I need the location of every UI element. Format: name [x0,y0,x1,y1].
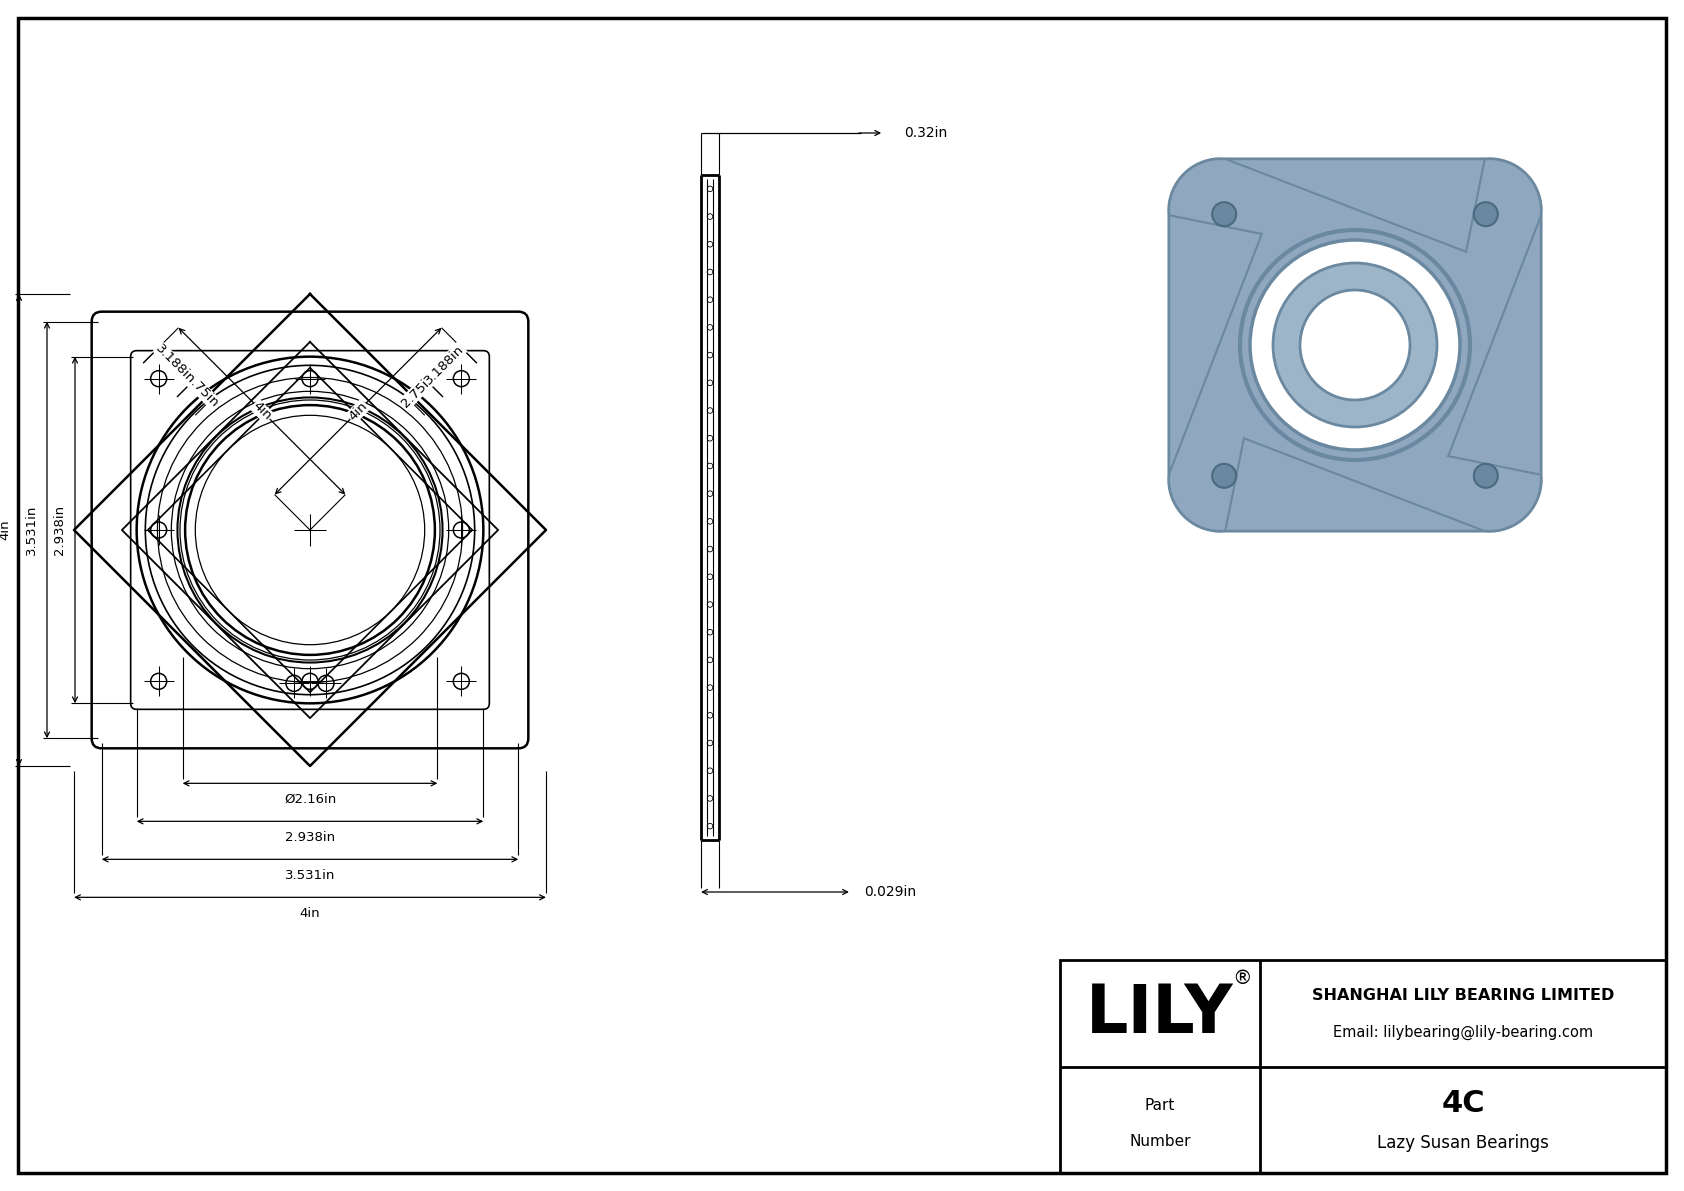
Text: 3.531in: 3.531in [25,505,37,555]
Text: 3.188in: 3.188in [153,342,199,387]
Text: 0.029in: 0.029in [864,885,916,899]
Text: Part: Part [1145,1097,1175,1112]
Circle shape [1273,263,1436,428]
Text: 4in: 4in [300,906,320,919]
Circle shape [1474,463,1497,488]
Text: ®: ® [1233,968,1251,987]
Text: 4in: 4in [0,519,12,541]
Bar [1059,960,1665,1173]
Text: 3.531in: 3.531in [285,868,335,881]
Circle shape [1300,289,1410,400]
Text: 2.938in: 2.938in [52,505,66,555]
Circle shape [1212,463,1236,488]
Text: Ø2.16in: Ø2.16in [285,793,337,806]
Polygon shape [1169,158,1541,531]
Text: 2.938in: 2.938in [285,831,335,844]
Text: 2.75in: 2.75in [399,372,438,410]
Text: LILY: LILY [1086,981,1234,1047]
Text: 4in: 4in [249,399,274,423]
Text: Number: Number [1130,1135,1191,1149]
Circle shape [1474,202,1497,226]
Text: Lazy Susan Bearings: Lazy Susan Bearings [1378,1134,1549,1152]
Text: 4C: 4C [1442,1089,1485,1117]
Text: SHANGHAI LILY BEARING LIMITED: SHANGHAI LILY BEARING LIMITED [1312,987,1615,1003]
Circle shape [1212,202,1236,226]
Text: 2.75in: 2.75in [182,372,221,410]
Circle shape [1250,241,1460,450]
Text: 4in: 4in [347,399,370,423]
Text: 3.188in: 3.188in [423,342,466,387]
Text: Email: lilybearing@lily-bearing.com: Email: lilybearing@lily-bearing.com [1334,1024,1593,1040]
Text: 0.32in: 0.32in [904,126,946,141]
